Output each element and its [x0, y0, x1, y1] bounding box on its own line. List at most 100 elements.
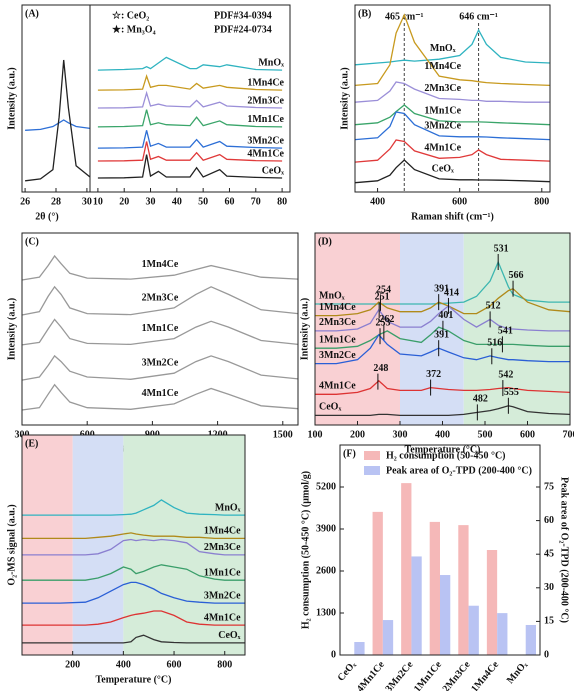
x-tick-label: 3Mn2Ce — [383, 659, 415, 691]
x-tick-label: 40 — [172, 196, 182, 207]
curve — [21, 354, 299, 381]
series-label: MnOₓ — [258, 57, 284, 68]
series-label: 1Mn1Ce — [142, 323, 179, 334]
region-band — [22, 435, 73, 655]
x-tick-label: 400 — [116, 659, 131, 670]
plot-frame — [21, 434, 246, 656]
bar — [468, 605, 479, 655]
panel-label: (C) — [25, 236, 39, 247]
x-axis-label: Temperature (°C) — [96, 674, 172, 685]
curve — [354, 13, 551, 87]
series-label: 3Mn2Ce — [424, 120, 461, 131]
x-tick-label: 4Mn1Ce — [355, 659, 387, 691]
annotation: 465 cm⁻¹ — [385, 11, 424, 22]
series-label: 4Mn1Ce — [204, 612, 241, 623]
panel-label: (D) — [318, 236, 332, 247]
x-tick-label: 600 — [167, 659, 182, 670]
curve — [315, 379, 571, 395]
series-label: 1Mn1Ce — [247, 114, 284, 125]
y-tick-label: 3900 — [316, 523, 336, 534]
panel-label: (E) — [25, 438, 38, 449]
x-tick-label: 800 — [534, 196, 549, 207]
curve — [22, 532, 245, 540]
y-axis-label: Intensity (a.u.) — [299, 298, 310, 361]
region-band — [400, 233, 464, 425]
curve — [354, 81, 550, 103]
x-axis-label: 2θ (°) — [35, 211, 58, 222]
peak-label: 253 — [376, 317, 391, 328]
y-axis-label: Intensity (a.u.) — [6, 67, 17, 130]
plot-frame — [314, 232, 571, 426]
bar — [382, 620, 394, 655]
y-tick-label: 1300 — [316, 607, 336, 618]
plot-frame — [21, 232, 299, 426]
x-tick-label: 1Mn4Ce — [469, 659, 501, 691]
curve — [97, 109, 283, 128]
y2-tick-label: 30 — [544, 582, 554, 593]
curve — [315, 287, 571, 317]
curve — [97, 74, 283, 91]
series-label: CeOₓ — [432, 163, 454, 174]
x-tick-label: 1Mn1Ce — [412, 659, 444, 691]
y-axis-label: O₂-MS signal (a.u.) — [6, 504, 17, 585]
x-tick-label: 700 — [563, 429, 574, 440]
peak-label: 372 — [426, 369, 441, 380]
curve — [97, 141, 283, 162]
series-label: 3Mn2Ce — [319, 350, 356, 361]
series-label: CeOₓ — [218, 630, 240, 641]
series-label: 1Mn1Ce — [424, 105, 461, 116]
x-axis-label: Raman shift (cm⁻¹) — [411, 211, 494, 222]
series-label: 2Mn3Ce — [247, 95, 284, 106]
x-tick-label: CeOₓ — [336, 659, 359, 683]
curve — [97, 90, 283, 109]
peak-label: 262 — [379, 314, 394, 325]
panel-label: (B) — [358, 8, 371, 19]
panel-label: (A) — [25, 8, 39, 19]
y-tick-label: 2600 — [316, 565, 336, 576]
curve — [97, 154, 283, 179]
y-tick-label: 0 — [331, 649, 336, 660]
x-tick-label: 600 — [452, 196, 467, 207]
series-label: 1Mn1Ce — [204, 567, 241, 578]
plot-frame — [339, 444, 541, 656]
curve — [22, 499, 245, 516]
plot-frame — [354, 4, 551, 193]
curve — [97, 130, 283, 149]
curve — [21, 285, 299, 316]
curve — [97, 56, 283, 71]
bar — [458, 525, 469, 655]
series-label: CeOₓ — [319, 402, 341, 413]
y-tick-label: 5200 — [316, 481, 336, 492]
bar — [401, 483, 412, 655]
curve — [354, 111, 551, 141]
bar — [486, 550, 498, 655]
peak-label: 401 — [438, 310, 453, 321]
curve — [354, 139, 551, 163]
x-tick-label: 600 — [520, 429, 535, 440]
series-label: 1Mn4Ce — [319, 302, 356, 313]
curve — [315, 326, 570, 349]
curve — [21, 383, 299, 411]
legend-label: Peak area of O₂-TPD (200-400 °C) — [386, 465, 532, 476]
x-tick-label: 1500 — [273, 429, 293, 440]
bar — [429, 521, 440, 655]
y2-tick-label: 45 — [544, 548, 554, 559]
series-label: 1Mn4Ce — [424, 61, 461, 72]
x-tick-label: 80 — [277, 196, 287, 207]
legend-note: PDF#34-0394 — [214, 10, 272, 21]
curve — [22, 564, 245, 581]
curve — [25, 59, 91, 182]
series-label: 1Mn4Ce — [247, 77, 284, 88]
bar — [372, 511, 383, 655]
curve — [22, 581, 245, 604]
series-label: 2Mn3Ce — [319, 317, 356, 328]
curve — [22, 538, 245, 556]
legend-label: H₂ consumption (50-450 °C) — [386, 450, 506, 461]
peak-label: 391 — [434, 283, 449, 294]
x-axis-label: Temperature (°C) — [405, 444, 481, 455]
x-tick-label: 30 — [146, 196, 156, 207]
x-tick-label: 26 — [20, 196, 30, 207]
series-label: 2Mn3Ce — [204, 542, 241, 553]
x-tick-label: 800 — [217, 659, 232, 670]
peak-label: 414 — [444, 287, 459, 298]
